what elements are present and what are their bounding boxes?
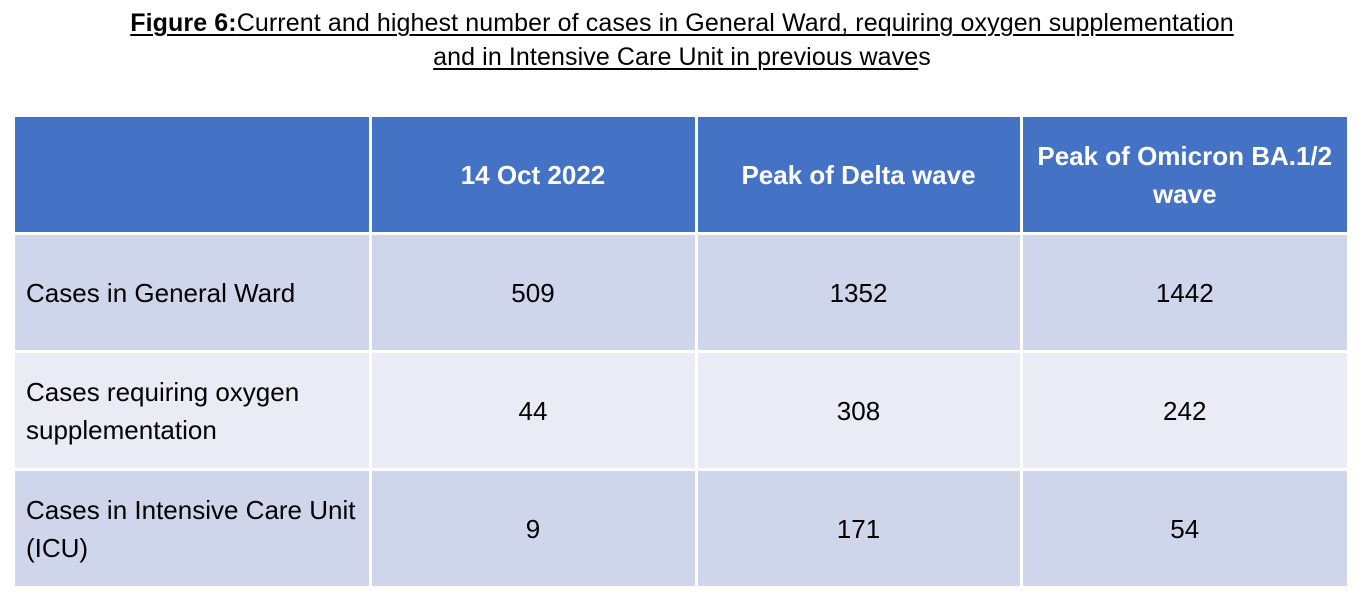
row-label-general-ward: Cases in General Ward bbox=[15, 232, 372, 353]
table-cell: 171 bbox=[694, 468, 1023, 586]
hospitalisation-table: 14 Oct 2022 Peak of Delta wave Peak of O… bbox=[15, 117, 1347, 586]
table-row: Cases requiring oxygen supplementation 4… bbox=[15, 350, 1347, 471]
caption-line-2: and in Intensive Care Unit in previous w… bbox=[0, 40, 1364, 74]
caption-title-line-1: Current and highest number of cases in G… bbox=[236, 9, 1234, 37]
table-cell: 509 bbox=[368, 232, 698, 353]
figure-label: Figure 6: bbox=[130, 9, 237, 37]
caption-title-line-2-tail: s bbox=[918, 43, 931, 71]
header-cell-14-oct-2022: 14 Oct 2022 bbox=[368, 117, 698, 235]
row-label-oxygen: Cases requiring oxygen supplementation bbox=[15, 350, 372, 471]
caption-line-1: Figure 6:Current and highest number of c… bbox=[0, 6, 1364, 40]
caption-text-underlined: Figure 6:Current and highest number of c… bbox=[130, 9, 1233, 37]
row-label-icu: Cases in Intensive Care Unit (ICU) bbox=[15, 468, 372, 586]
table-cell: 9 bbox=[368, 468, 698, 586]
table-row: Cases in Intensive Care Unit (ICU) 9 171… bbox=[15, 468, 1347, 586]
table-row: Cases in General Ward 509 1352 1442 bbox=[15, 232, 1347, 353]
table-cell: 54 bbox=[1019, 468, 1347, 586]
header-cell-peak-delta: Peak of Delta wave bbox=[694, 117, 1023, 235]
table-cell: 44 bbox=[368, 350, 698, 471]
table-header-row: 14 Oct 2022 Peak of Delta wave Peak of O… bbox=[15, 117, 1347, 235]
header-cell-peak-omicron: Peak of Omicron BA.1/2 wave bbox=[1019, 117, 1347, 235]
table-cell: 308 bbox=[694, 350, 1023, 471]
table-cell: 1442 bbox=[1019, 232, 1347, 353]
header-cell-empty bbox=[15, 117, 372, 235]
table-cell: 1352 bbox=[694, 232, 1023, 353]
caption-title-line-2: and in Intensive Care Unit in previous w… bbox=[433, 43, 919, 71]
table-cell: 242 bbox=[1019, 350, 1347, 471]
figure-caption: Figure 6:Current and highest number of c… bbox=[0, 6, 1364, 74]
